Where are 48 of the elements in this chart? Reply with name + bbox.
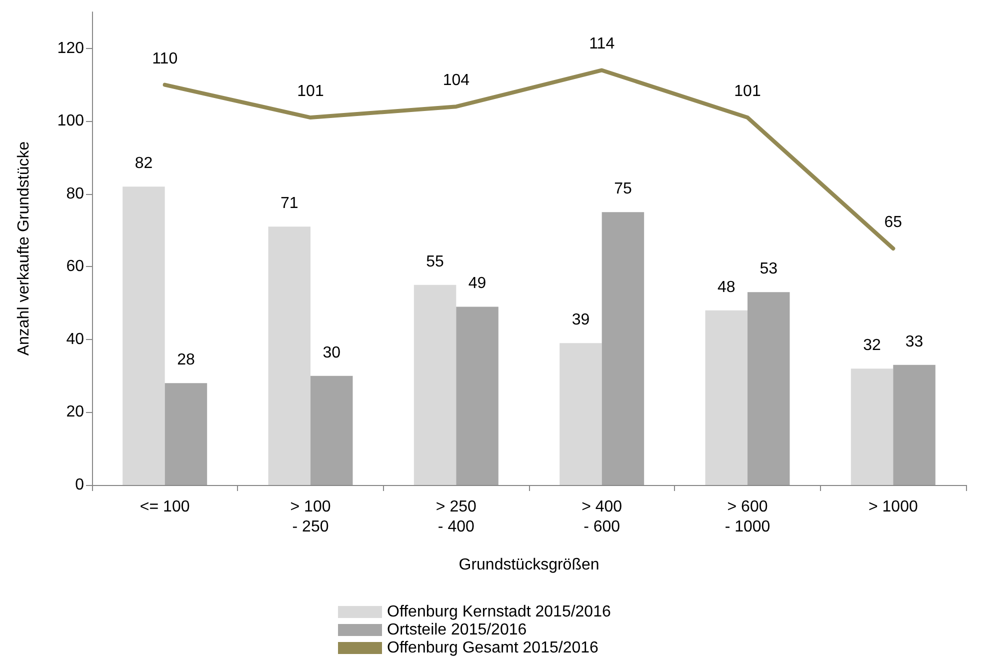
- legend-label: Offenburg Kernstadt 2015/2016: [387, 604, 611, 620]
- y-tick-label: 40: [66, 330, 84, 348]
- legend-label: Offenburg Gesamt 2015/2016: [387, 640, 599, 656]
- x-tick-label: <= 100: [140, 498, 190, 516]
- data-label: 65: [884, 214, 902, 231]
- bar: [164, 383, 208, 485]
- y-tick-label: 100: [57, 112, 84, 130]
- bar: [414, 284, 456, 485]
- data-label: 104: [442, 72, 470, 90]
- data-label: 71: [280, 195, 298, 212]
- data-label: 33: [905, 333, 924, 350]
- bar: [748, 292, 790, 485]
- bar: [705, 310, 748, 485]
- x-tick-label: > 400 - 600: [582, 498, 622, 536]
- y-tick-label: 120: [57, 40, 84, 57]
- bar: [560, 343, 602, 485]
- data-label: 30: [322, 344, 341, 362]
- bar: [310, 376, 353, 485]
- x-tick-label: > 250 - 400: [436, 498, 477, 536]
- data-label: 32: [863, 337, 882, 354]
- data-label: 48: [717, 278, 736, 296]
- bar: [893, 364, 936, 485]
- bar: [850, 368, 894, 485]
- data-label: 101: [734, 83, 761, 100]
- data-label: 49: [468, 275, 486, 292]
- x-tick-label: > 100 - 250: [290, 498, 331, 536]
- y-axis-title: Anzahl verkaufte Grundstücke: [16, 141, 32, 356]
- data-label: 28: [177, 352, 195, 369]
- x-axis-title: Grundstücksgrößen: [458, 556, 600, 574]
- x-tick-label: > 600 - 1000: [724, 498, 770, 536]
- y-tick-label: 20: [66, 404, 84, 421]
- data-label: 110: [152, 50, 178, 68]
- y-tick-label: 60: [66, 258, 84, 276]
- bar: [268, 226, 310, 485]
- y-tick-label: 0: [75, 476, 84, 494]
- data-label: 101: [297, 83, 324, 100]
- data-label: 39: [572, 312, 590, 329]
- data-label: 53: [760, 260, 778, 278]
- data-label: 55: [426, 253, 444, 270]
- x-tick-label: > 1000: [868, 498, 918, 516]
- bar: [602, 212, 644, 485]
- data-label: 114: [589, 36, 615, 53]
- bar: [122, 186, 165, 485]
- bar: [456, 306, 498, 485]
- legend-label: Ortsteile 2015/2016: [387, 622, 527, 638]
- y-tick-label: 80: [66, 185, 84, 202]
- data-label: 75: [614, 180, 632, 198]
- data-label: 82: [134, 155, 153, 172]
